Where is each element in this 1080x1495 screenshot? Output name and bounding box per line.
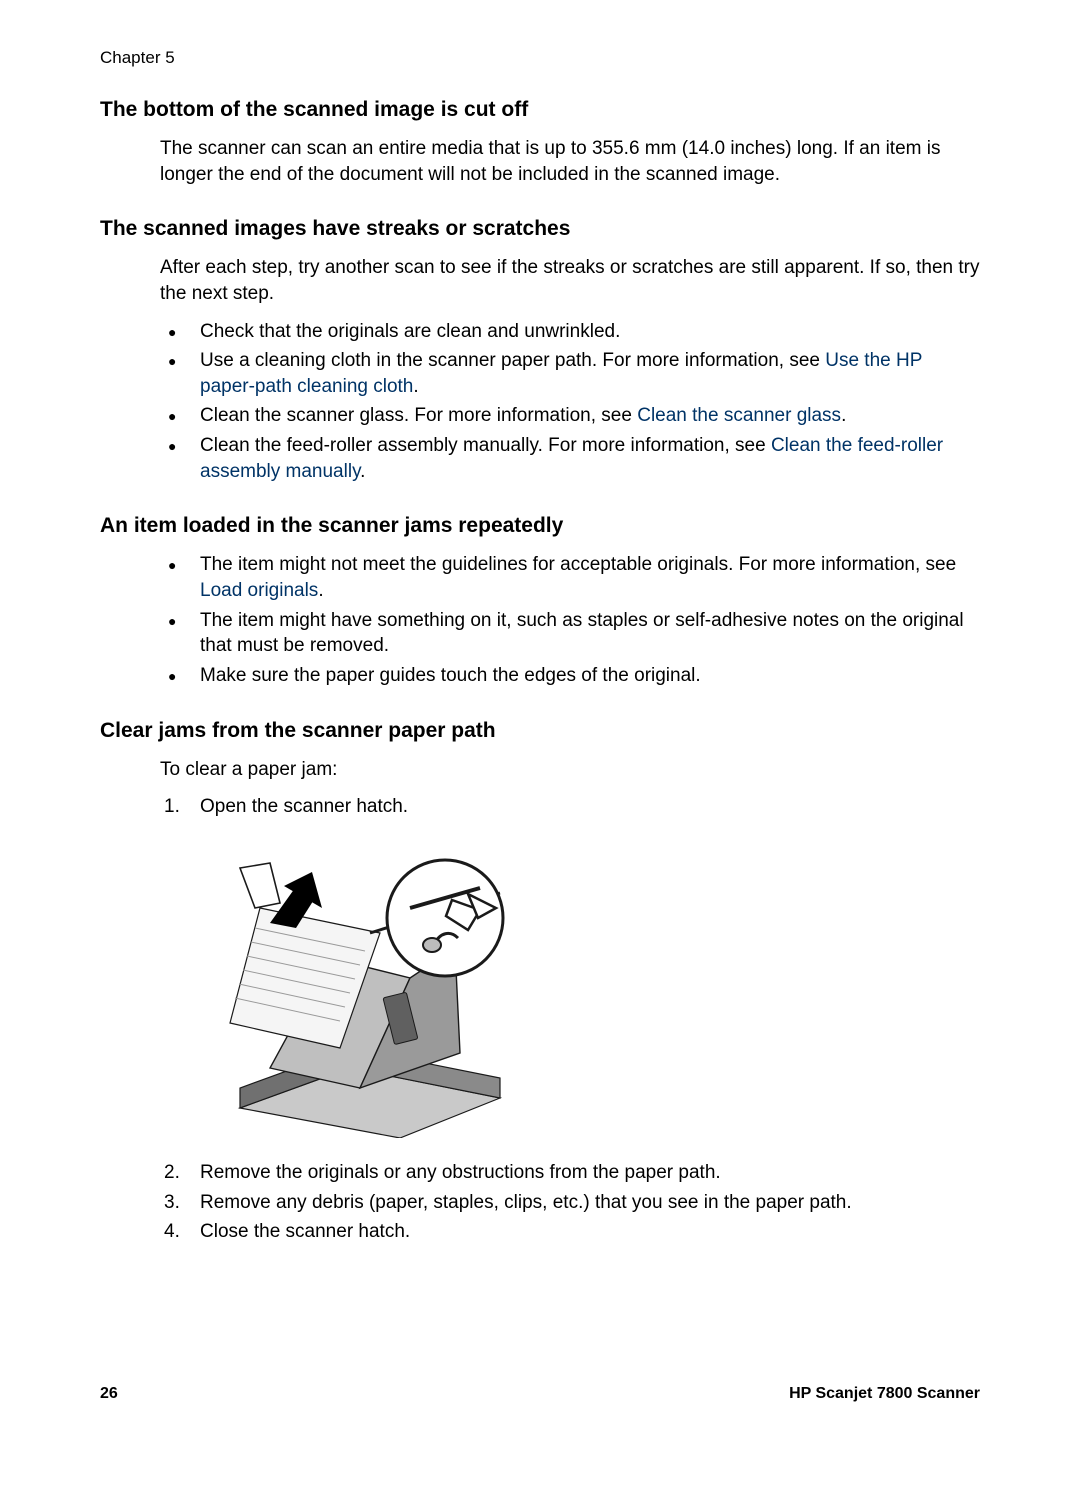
list-item: Remove the originals or any obstructions… (200, 1160, 980, 1186)
list-item-text: . (841, 405, 846, 426)
list-item-text: . (360, 461, 365, 482)
steps-clear-jams-2: Remove the originals or any obstructions… (160, 1160, 980, 1245)
link-clean-glass[interactable]: Clean the scanner glass (637, 405, 841, 426)
list-item-text: Remove any debris (paper, staples, clips… (200, 1192, 852, 1213)
heading-clear-jams: Clear jams from the scanner paper path (100, 719, 980, 743)
list-item: Use a cleaning cloth in the scanner pape… (200, 348, 980, 399)
list-item-text: The item might not meet the guidelines f… (200, 554, 956, 575)
scanner-hatch-illustration (200, 838, 520, 1138)
body-cutoff: The scanner can scan an entire media tha… (160, 136, 980, 187)
link-load-originals[interactable]: Load originals (200, 580, 318, 601)
list-item: Remove any debris (paper, staples, clips… (200, 1190, 980, 1216)
list-item: Make sure the paper guides touch the edg… (200, 663, 980, 689)
heading-jams-repeat: An item loaded in the scanner jams repea… (100, 514, 980, 538)
list-item: Check that the originals are clean and u… (200, 319, 980, 345)
list-item: The item might not meet the guidelines f… (200, 552, 980, 603)
list-item: Close the scanner hatch. (200, 1219, 980, 1245)
list-item-text: Use a cleaning cloth in the scanner pape… (200, 350, 825, 371)
list-item-text: Remove the originals or any obstructions… (200, 1162, 721, 1183)
page-footer: 26 HP Scanjet 7800 Scanner (100, 1385, 980, 1403)
heading-streaks: The scanned images have streaks or scrat… (100, 217, 980, 241)
list-item-text: Open the scanner hatch. (200, 796, 408, 817)
list-item-text: Clean the feed-roller assembly manually.… (200, 435, 771, 456)
chapter-label: Chapter 5 (100, 48, 980, 68)
heading-cutoff: The bottom of the scanned image is cut o… (100, 98, 980, 122)
list-item-text: The item might have something on it, suc… (200, 610, 964, 657)
intro-streaks: After each step, try another scan to see… (160, 255, 980, 306)
list-streaks: Check that the originals are clean and u… (160, 319, 980, 485)
list-item-text: . (318, 580, 323, 601)
list-item-text: Clean the scanner glass. For more inform… (200, 405, 637, 426)
steps-clear-jams-1: Open the scanner hatch. (160, 794, 980, 820)
document-page: Chapter 5 The bottom of the scanned imag… (0, 0, 1080, 1451)
list-item: Clean the feed-roller assembly manually.… (200, 433, 980, 484)
list-item: The item might have something on it, suc… (200, 608, 980, 659)
list-jams-repeat: The item might not meet the guidelines f… (160, 552, 980, 688)
intro-clear-jams: To clear a paper jam: (160, 757, 980, 783)
list-item-text: Check that the originals are clean and u… (200, 321, 620, 342)
list-item: Open the scanner hatch. (200, 794, 980, 820)
list-item: Clean the scanner glass. For more inform… (200, 403, 980, 429)
product-name: HP Scanjet 7800 Scanner (789, 1385, 980, 1403)
list-item-text: . (413, 376, 418, 397)
list-item-text: Make sure the paper guides touch the edg… (200, 665, 701, 686)
list-item-text: Close the scanner hatch. (200, 1221, 410, 1242)
page-number: 26 (100, 1385, 118, 1403)
